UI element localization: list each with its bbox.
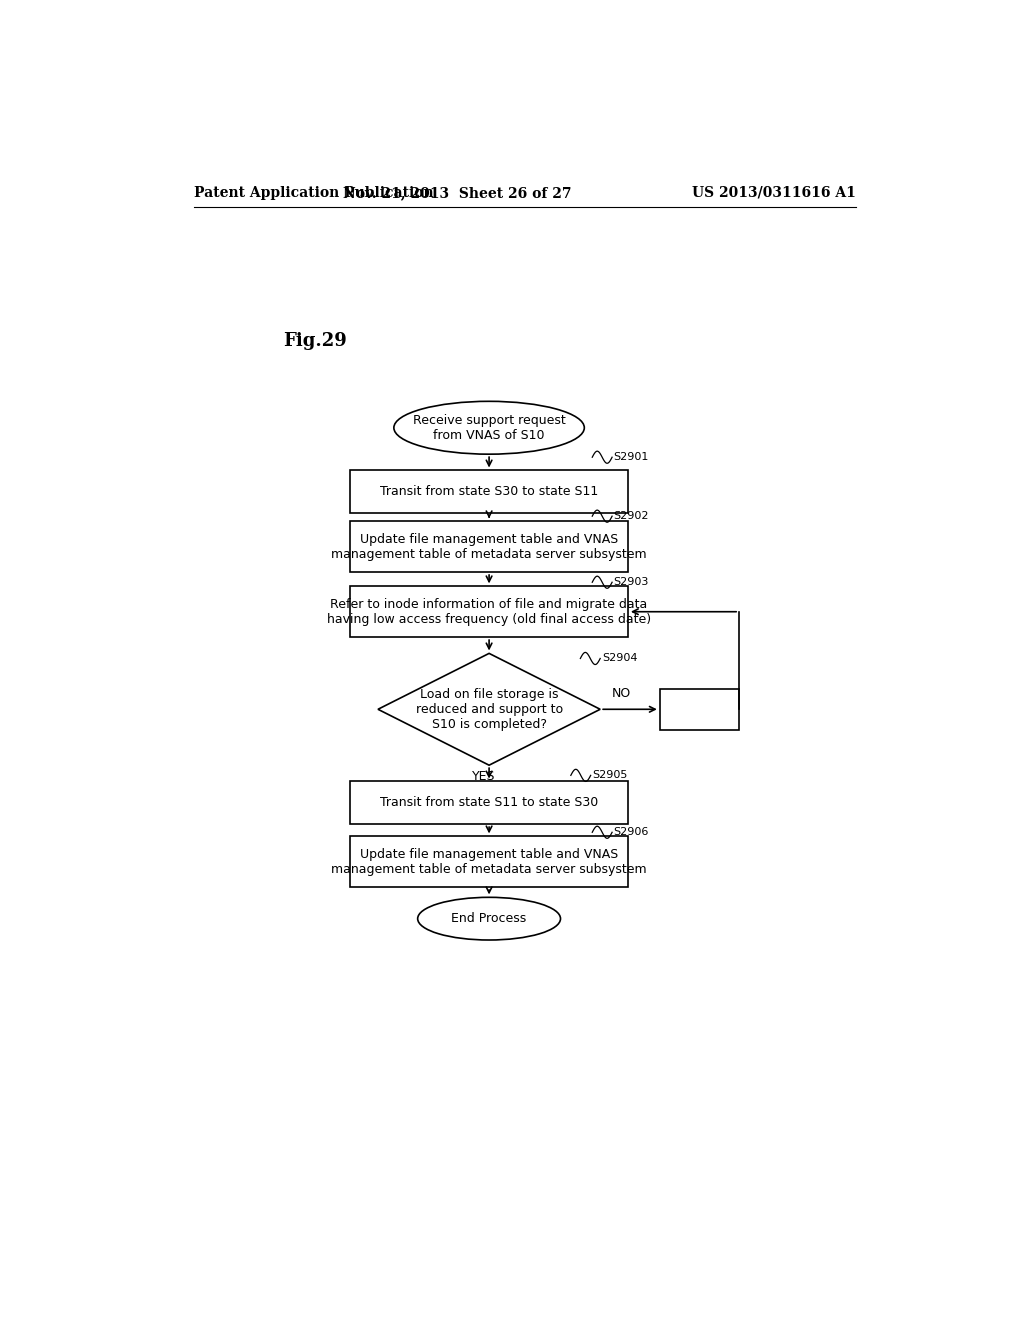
Bar bbox=[350, 470, 628, 513]
Text: Update file management table and VNAS
management table of metadata server subsys: Update file management table and VNAS ma… bbox=[332, 847, 647, 875]
Text: US 2013/0311616 A1: US 2013/0311616 A1 bbox=[692, 186, 856, 199]
Text: S2904: S2904 bbox=[602, 653, 637, 664]
Text: Nov. 21, 2013  Sheet 26 of 27: Nov. 21, 2013 Sheet 26 of 27 bbox=[343, 186, 571, 199]
Text: Update file management table and VNAS
management table of metadata server subsys: Update file management table and VNAS ma… bbox=[332, 533, 647, 561]
Bar bbox=[659, 689, 739, 730]
Text: Receive support request
from VNAS of S10: Receive support request from VNAS of S10 bbox=[413, 413, 565, 442]
Ellipse shape bbox=[394, 401, 585, 454]
Ellipse shape bbox=[418, 898, 560, 940]
Text: S2902: S2902 bbox=[613, 511, 649, 521]
Text: Transit from state S11 to state S30: Transit from state S11 to state S30 bbox=[380, 796, 598, 809]
Bar bbox=[350, 586, 628, 638]
Text: Patent Application Publication: Patent Application Publication bbox=[194, 186, 433, 199]
Text: S2906: S2906 bbox=[613, 828, 649, 837]
Text: Load on file storage is
reduced and support to
S10 is completed?: Load on file storage is reduced and supp… bbox=[416, 688, 562, 731]
Bar bbox=[350, 837, 628, 887]
Text: S2905: S2905 bbox=[592, 771, 628, 780]
Polygon shape bbox=[378, 653, 600, 766]
Text: YES: YES bbox=[472, 771, 496, 784]
Text: Refer to inode information of file and migrate data
having low access frequency : Refer to inode information of file and m… bbox=[327, 598, 651, 626]
Text: End Process: End Process bbox=[452, 912, 526, 925]
Text: Transit from state S30 to state S11: Transit from state S30 to state S11 bbox=[380, 486, 598, 498]
Text: NO: NO bbox=[612, 688, 632, 700]
Text: Fig.29: Fig.29 bbox=[283, 333, 346, 350]
Text: S2901: S2901 bbox=[613, 453, 649, 462]
Bar bbox=[350, 521, 628, 572]
Text: S2903: S2903 bbox=[613, 577, 649, 587]
Bar bbox=[350, 781, 628, 824]
